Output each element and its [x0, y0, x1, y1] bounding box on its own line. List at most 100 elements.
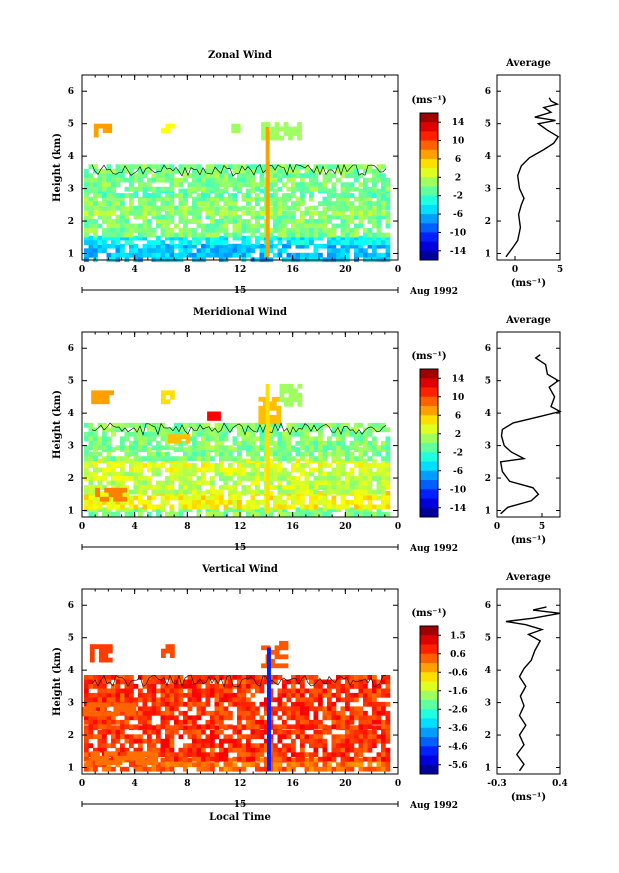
heat-cell: [165, 431, 170, 437]
heat-cell: [246, 235, 251, 241]
heat-patch-cell: [297, 383, 303, 389]
heat-cell: [246, 511, 251, 517]
heat-patch-cell: [122, 702, 128, 708]
heat-cell: [133, 451, 139, 457]
heat-cell: [165, 196, 170, 202]
heat-cell: [169, 706, 175, 712]
heat-cell: [385, 463, 391, 468]
heat-cell: [255, 476, 260, 481]
heat-cell: [345, 240, 350, 245]
heat-cell: [304, 168, 310, 174]
heat-cell: [210, 182, 215, 188]
heat-cell: [345, 201, 350, 206]
heat-cell: [282, 734, 287, 740]
heat-cell: [385, 752, 391, 758]
heat-cell: [133, 164, 139, 170]
heat-cell: [372, 243, 377, 249]
heat-cell: [358, 451, 364, 457]
heat-patch-cell: [279, 663, 284, 669]
heat-cell: [273, 500, 278, 505]
heat-cell: [129, 177, 134, 183]
heat-cell: [84, 684, 89, 689]
heat-cell: [300, 243, 305, 249]
heat-cell: [120, 223, 125, 229]
heat-cell: [111, 219, 116, 224]
colorbar-tick-label: -10: [450, 485, 466, 495]
heat-cell: [151, 431, 157, 437]
heat-cell: [201, 710, 206, 716]
heat-cell: [331, 182, 337, 188]
heat-cell: [228, 697, 233, 703]
heat-cell: [129, 422, 134, 428]
heat-cell: [106, 177, 112, 183]
heat-cell: [93, 232, 98, 238]
heat-cell: [282, 710, 287, 716]
average-title: Average: [505, 58, 551, 69]
heat-cell: [349, 719, 355, 725]
contour-line: [91, 422, 387, 436]
heat-cell: [259, 729, 265, 735]
heat-cell: [291, 228, 296, 233]
heat-cell: [228, 762, 233, 768]
heat-cell: [385, 684, 391, 689]
heat-cell: [363, 743, 368, 749]
heat-cell: [336, 168, 341, 174]
heat-cell: [372, 252, 377, 258]
heat-cell: [322, 196, 328, 202]
heat-cell: [88, 445, 94, 451]
heat-cell: [97, 719, 103, 725]
heat-cell: [210, 177, 215, 183]
heat-cell: [237, 675, 242, 680]
heat-patch-cell: [104, 760, 109, 766]
heat-cell: [142, 692, 148, 698]
heat-cell: [381, 511, 386, 517]
heat-cell: [228, 724, 233, 730]
colorbar-step: [420, 452, 438, 462]
average-y-tick-label: 6: [485, 87, 491, 97]
heat-cell: [318, 427, 323, 433]
colorbar-frame: [419, 625, 439, 775]
heat-cell: [237, 738, 242, 744]
heat-cell: [304, 228, 310, 233]
heat-cell: [340, 240, 346, 245]
heat-cell: [241, 422, 247, 428]
heat-patch-cell: [279, 126, 284, 132]
heat-cell: [358, 706, 364, 712]
heat-cell: [196, 451, 202, 457]
heat-cell: [367, 511, 373, 517]
heat-cell: [228, 232, 233, 238]
heat-cell: [102, 684, 107, 689]
heat-cell: [232, 747, 238, 753]
heat-cell: [187, 164, 193, 170]
heat-cell: [367, 168, 373, 174]
heat-cell: [295, 476, 301, 481]
heat-cell: [259, 507, 265, 513]
heat-cell: [336, 445, 341, 451]
heat-cell: [273, 724, 278, 730]
heat-cell: [210, 684, 215, 689]
heat-cell: [102, 196, 107, 202]
heat-cell: [241, 706, 247, 712]
heat-cell: [210, 228, 215, 233]
heat-cell: [385, 500, 391, 505]
colorbar-step: [420, 626, 438, 636]
heat-cell: [97, 507, 103, 513]
heat-cell: [138, 747, 143, 753]
heat-cell: [142, 182, 148, 188]
heat-cell: [309, 504, 314, 510]
heat-cell: [376, 485, 382, 490]
heat-patch-cell: [109, 390, 114, 396]
average-y-tick-label: 4: [485, 666, 491, 676]
heat-cell: [291, 511, 296, 517]
heat-cell: [259, 235, 265, 241]
heat-cell: [88, 235, 94, 241]
heat-cell: [246, 724, 251, 730]
heat-cell: [147, 436, 152, 442]
heat-cell: [282, 223, 287, 229]
heat-cell: [192, 738, 197, 744]
heat-cell: [196, 427, 202, 433]
heat-cell: [345, 485, 350, 490]
heat-cell: [331, 756, 337, 762]
heat-cell: [192, 235, 197, 241]
x-axis-label: Local Time: [209, 812, 271, 823]
